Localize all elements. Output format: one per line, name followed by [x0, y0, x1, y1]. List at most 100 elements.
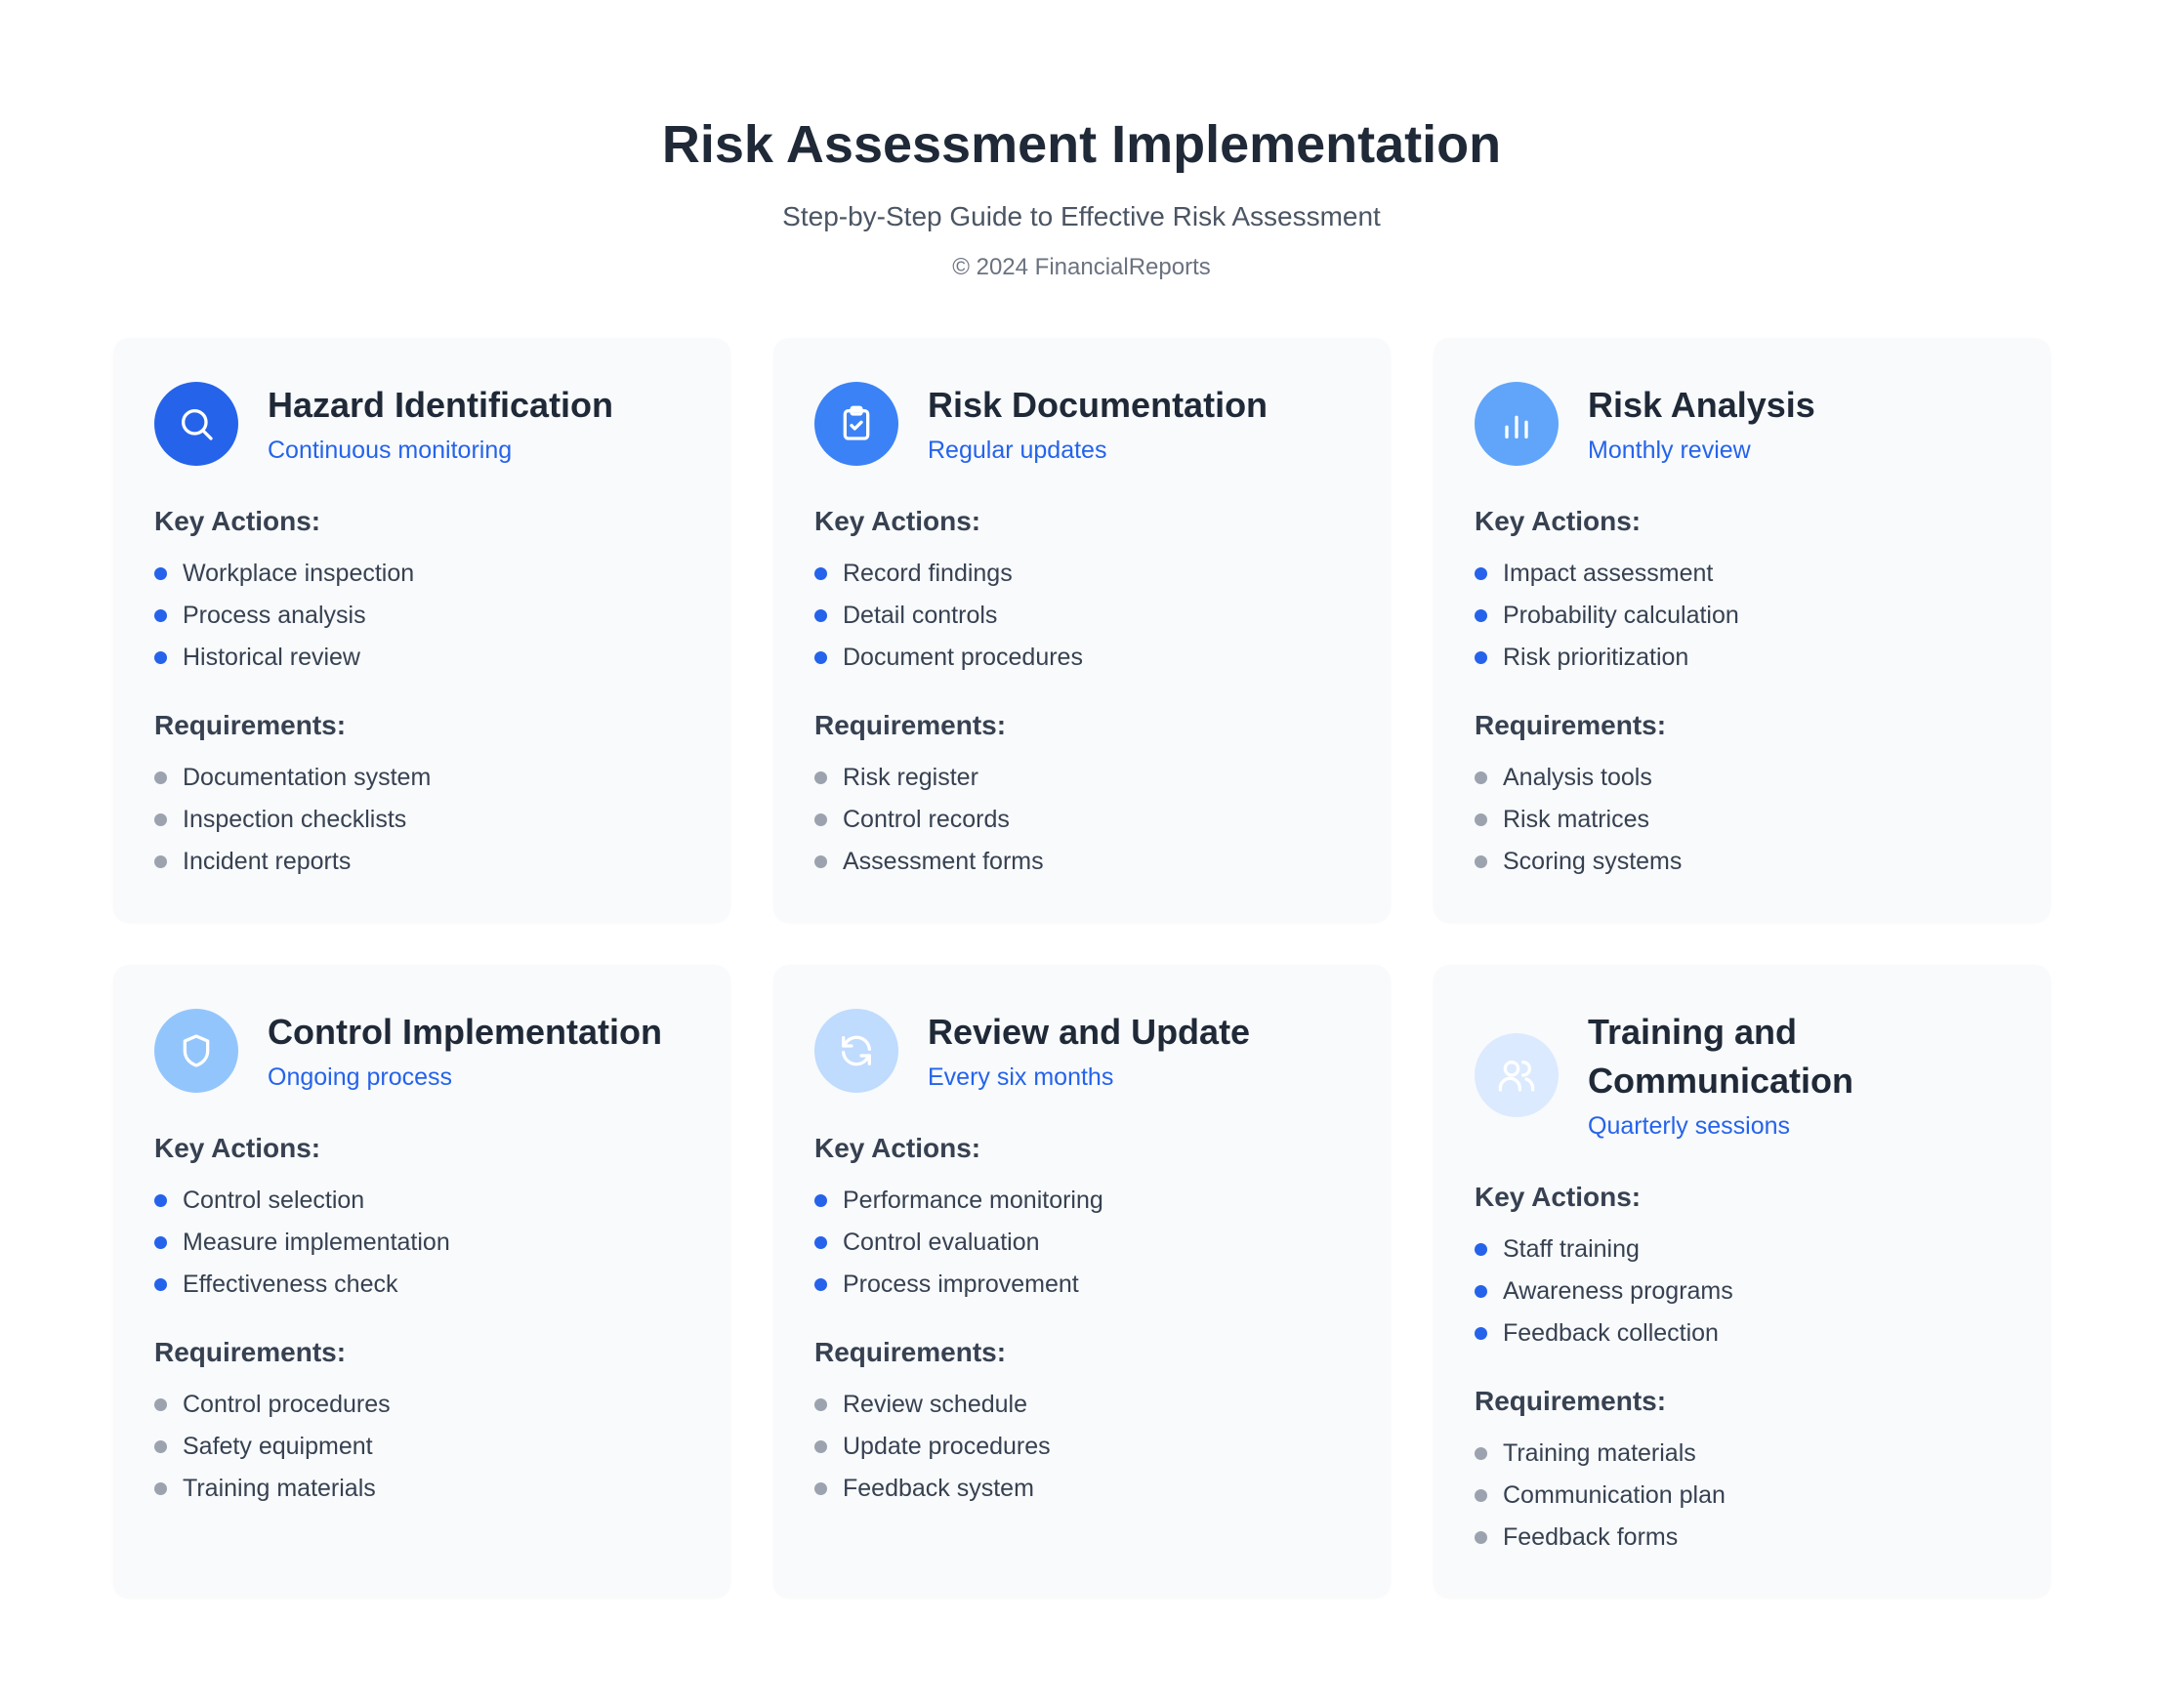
refresh-icon	[814, 1009, 898, 1093]
bullet-icon	[1475, 1285, 1487, 1298]
bullet-icon	[1475, 1243, 1487, 1256]
key-actions-list: Staff training Awareness programs Feedback…	[1475, 1229, 2010, 1354]
bar-chart-icon	[1475, 382, 1559, 466]
requirements-item-text: Communication plan	[1503, 1481, 1726, 1509]
actions-item-text: Control selection	[183, 1187, 365, 1214]
requirements-list: Documentation system Inspection checklist…	[154, 757, 689, 883]
actions-item-text: Process improvement	[843, 1271, 1079, 1298]
actions-item-text: Probability calculation	[1503, 602, 1739, 629]
requirements-list: Analysis tools Risk matrices Scoring syste…	[1475, 757, 2010, 883]
requirements-item-text: Analysis tools	[1503, 764, 1652, 791]
copyright: © 2024 FinancialReports	[952, 254, 1211, 280]
bullet-icon	[1475, 1327, 1487, 1340]
actions-item: Impact assessment	[1475, 553, 2010, 595]
bullet-icon	[154, 651, 167, 664]
requirements-item: Review schedule	[814, 1384, 1350, 1426]
actions-item-text: Performance monitoring	[843, 1187, 1103, 1214]
requirements-item-text: Incident reports	[183, 848, 352, 875]
bullet-icon	[154, 771, 167, 784]
bullet-icon	[154, 855, 167, 868]
actions-item: Process improvement	[814, 1264, 1350, 1306]
card-title: Hazard Identification	[268, 385, 614, 425]
bullet-icon	[814, 567, 827, 580]
requirements-heading: Requirements:	[814, 1337, 1007, 1367]
requirements-item: Communication plan	[1475, 1475, 2010, 1517]
bullet-icon	[154, 1236, 167, 1249]
card-title: Control Implementation	[268, 1012, 662, 1052]
actions-item-text: Process analysis	[183, 602, 366, 629]
requirements-item-text: Training materials	[1503, 1439, 1696, 1467]
bullet-icon	[814, 1194, 827, 1207]
bullet-icon	[1475, 855, 1487, 868]
actions-item-text: Workplace inspection	[183, 560, 415, 587]
bullet-icon	[814, 609, 827, 622]
requirements-item: Inspection checklists	[154, 799, 689, 841]
card-frequency: Every six months	[928, 1063, 1114, 1091]
bullet-icon	[154, 1194, 167, 1207]
key-actions-heading: Key Actions:	[154, 1133, 321, 1163]
requirements-item: Safety equipment	[154, 1426, 689, 1468]
actions-item: Measure implementation	[154, 1222, 689, 1264]
actions-item-text: Awareness programs	[1503, 1277, 1733, 1305]
search-icon	[154, 382, 238, 466]
card-title: Risk Documentation	[928, 385, 1269, 425]
step-card: Risk Documentation Regular updates Key A…	[773, 338, 1391, 922]
key-actions-list: Control selection Measure implementation E…	[154, 1180, 689, 1306]
actions-item-text: Feedback collection	[1503, 1319, 1719, 1347]
actions-item: Document procedures	[814, 637, 1350, 679]
requirements-item: Assessment forms	[814, 841, 1350, 883]
requirements-list: Risk register Control records Assessment f…	[814, 757, 1350, 883]
key-actions-list: Impact assessment Probability calculation…	[1475, 553, 2010, 679]
requirements-item-text: Update procedures	[843, 1433, 1051, 1460]
bullet-icon	[1475, 567, 1487, 580]
card-header: Risk Documentation Regular updates	[814, 381, 1350, 467]
requirements-item-text: Control records	[843, 806, 1010, 833]
step-card: Hazard Identification Continuous monitor…	[113, 338, 730, 922]
key-actions-heading: Key Actions:	[814, 1133, 981, 1163]
card-title: Review and Update	[928, 1012, 1251, 1052]
bullet-icon	[814, 1440, 827, 1453]
requirements-item-text: Inspection checklists	[183, 806, 407, 833]
bullet-icon	[1475, 1531, 1487, 1544]
requirements-heading: Requirements:	[154, 1337, 347, 1367]
actions-item-text: Measure implementation	[183, 1229, 450, 1256]
bullet-icon	[814, 1236, 827, 1249]
requirements-item: Incident reports	[154, 841, 689, 883]
requirements-list: Training materials Communication plan Feed…	[1475, 1433, 2010, 1559]
bullet-icon	[814, 813, 827, 826]
card-header: Review and Update Every six months	[814, 1008, 1350, 1094]
actions-item-text: Document procedures	[843, 644, 1083, 671]
key-actions-list: Record findings Detail controls Document p…	[814, 553, 1350, 679]
card-title: Training and Communication	[1588, 1012, 1854, 1101]
bullet-icon	[814, 771, 827, 784]
actions-item: Control selection	[154, 1180, 689, 1222]
bullet-icon	[1475, 609, 1487, 622]
bullet-icon	[1475, 771, 1487, 784]
requirements-list: Control procedures Safety equipment Traini…	[154, 1384, 689, 1510]
bullet-icon	[814, 855, 827, 868]
step-card: Review and Update Every six months Key A…	[773, 965, 1391, 1598]
page-title: Risk Assessment Implementation	[661, 115, 1502, 174]
clipboard-check-icon	[814, 382, 898, 466]
bullet-icon	[154, 609, 167, 622]
card-frequency: Quarterly sessions	[1588, 1112, 1791, 1140]
bullet-icon	[1475, 651, 1487, 664]
actions-item-text: Record findings	[843, 560, 1013, 587]
requirements-item: Update procedures	[814, 1426, 1350, 1468]
actions-item-text: Control evaluation	[843, 1229, 1040, 1256]
actions-item-text: Historical review	[183, 644, 360, 671]
requirements-item-text: Risk matrices	[1503, 806, 1650, 833]
bullet-icon	[814, 651, 827, 664]
requirements-item: Training materials	[1475, 1433, 2010, 1475]
bullet-icon	[154, 567, 167, 580]
card-header: Hazard Identification Continuous monitor…	[154, 381, 689, 467]
shield-icon	[154, 1009, 238, 1093]
card-frequency: Ongoing process	[268, 1063, 453, 1091]
actions-item: Workplace inspection	[154, 553, 689, 595]
bullet-icon	[1475, 1447, 1487, 1460]
cards-grid: Hazard Identification Continuous monitor…	[113, 338, 2163, 1598]
actions-item: Effectiveness check	[154, 1264, 689, 1306]
requirements-item-text: Feedback forms	[1503, 1523, 1679, 1551]
page-header: Risk Assessment Implementation Step-by-S…	[0, 0, 2163, 283]
actions-item-text: Impact assessment	[1503, 560, 1714, 587]
